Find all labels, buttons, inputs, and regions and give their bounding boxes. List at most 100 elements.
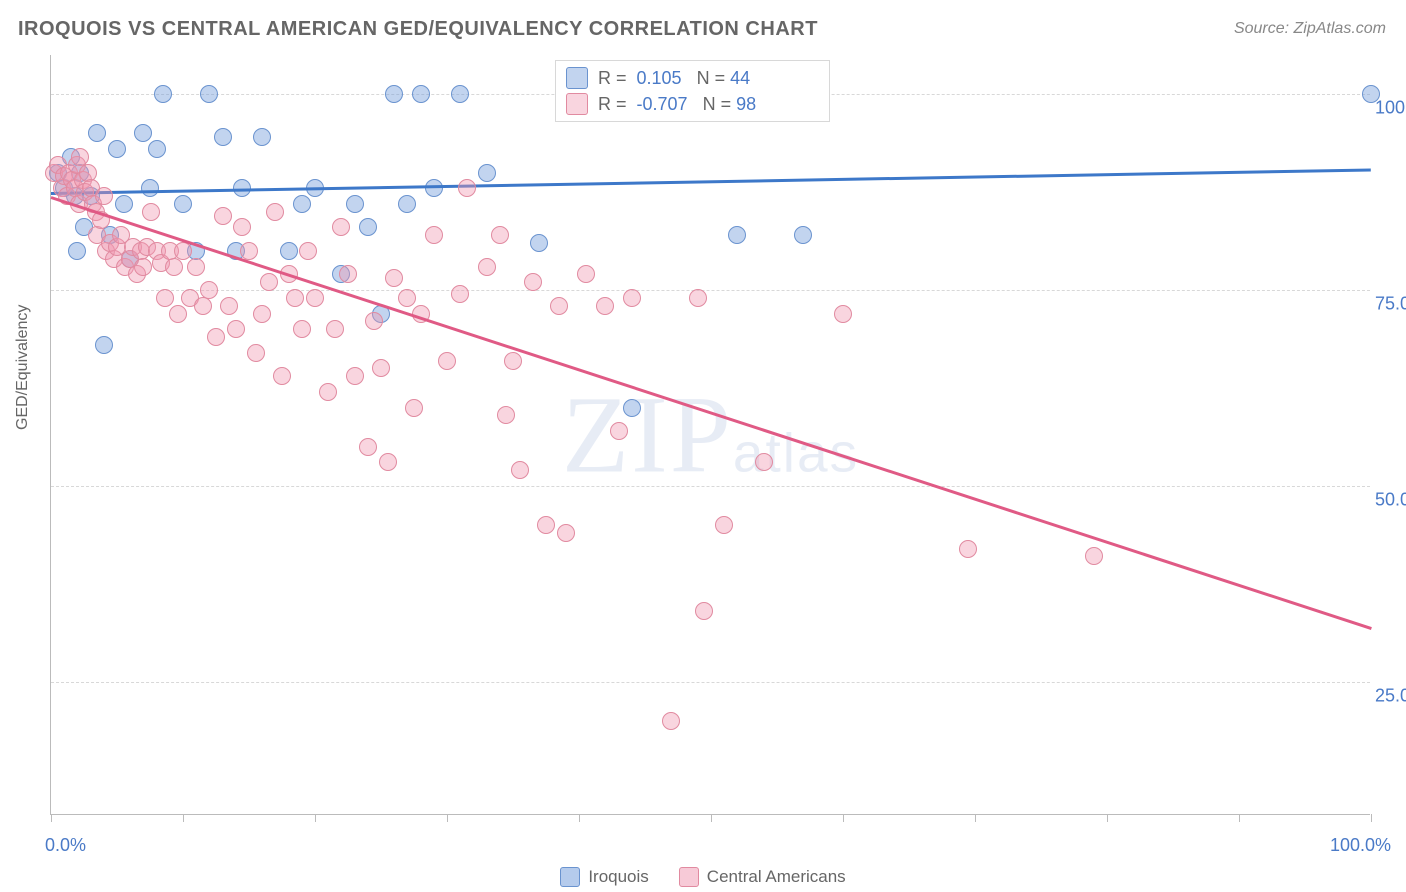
- data-point: [372, 359, 390, 377]
- legend-item: Central Americans: [679, 867, 846, 887]
- data-point: [95, 336, 113, 354]
- data-point: [260, 273, 278, 291]
- data-point: [695, 602, 713, 620]
- data-point: [346, 195, 364, 213]
- x-tick: [1239, 814, 1240, 822]
- data-point: [623, 399, 641, 417]
- data-point: [326, 320, 344, 338]
- x-tick: [579, 814, 580, 822]
- source-label: Source: ZipAtlas.com: [1234, 20, 1386, 38]
- data-point: [293, 320, 311, 338]
- legend-label: Iroquois: [588, 867, 648, 887]
- data-point: [511, 461, 529, 479]
- data-point: [339, 265, 357, 283]
- data-point: [299, 242, 317, 260]
- data-point: [537, 516, 555, 534]
- data-point: [596, 297, 614, 315]
- data-point: [458, 179, 476, 197]
- data-point: [662, 712, 680, 730]
- x-tick: [315, 814, 316, 822]
- data-point: [359, 218, 377, 236]
- x-tick: [843, 814, 844, 822]
- data-point: [280, 242, 298, 260]
- data-point: [530, 234, 548, 252]
- series-swatch: [566, 67, 588, 89]
- data-point: [293, 195, 311, 213]
- x-tick: [447, 814, 448, 822]
- data-point: [169, 305, 187, 323]
- y-axis-label: GED/Equivalency: [14, 305, 32, 430]
- data-point: [286, 289, 304, 307]
- data-point: [610, 422, 628, 440]
- stats-row: R = -0.707 N = 98: [566, 91, 819, 117]
- data-point: [233, 218, 251, 236]
- data-point: [451, 85, 469, 103]
- data-point: [438, 352, 456, 370]
- data-point: [524, 273, 542, 291]
- data-point: [165, 258, 183, 276]
- scatter-plot: ZIPatlas 25.0%50.0%75.0%100.0%: [50, 55, 1370, 815]
- gridline: [51, 290, 1370, 291]
- data-point: [332, 218, 350, 236]
- data-point: [134, 258, 152, 276]
- data-point: [425, 226, 443, 244]
- stats-text: R = -0.707 N = 98: [598, 94, 756, 115]
- data-point: [504, 352, 522, 370]
- data-point: [273, 367, 291, 385]
- x-tick-label-max: 100.0%: [1330, 835, 1391, 856]
- series-legend: Iroquois Central Americans: [0, 867, 1406, 887]
- data-point: [359, 438, 377, 456]
- data-point: [385, 85, 403, 103]
- data-point: [68, 242, 86, 260]
- data-point: [385, 269, 403, 287]
- data-point: [755, 453, 773, 471]
- data-point: [174, 242, 192, 260]
- x-tick: [1107, 814, 1108, 822]
- data-point: [134, 124, 152, 142]
- data-point: [497, 406, 515, 424]
- data-point: [398, 195, 416, 213]
- data-point: [478, 164, 496, 182]
- data-point: [200, 281, 218, 299]
- data-point: [451, 285, 469, 303]
- x-tick: [1371, 814, 1372, 822]
- data-point: [156, 289, 174, 307]
- data-point: [379, 453, 397, 471]
- gridline: [51, 682, 1370, 683]
- data-point: [88, 124, 106, 142]
- gridline: [51, 486, 1370, 487]
- data-point: [728, 226, 746, 244]
- data-point: [1085, 547, 1103, 565]
- stats-row: R = 0.105 N = 44: [566, 65, 819, 91]
- data-point: [405, 399, 423, 417]
- x-tick: [183, 814, 184, 822]
- data-point: [253, 128, 271, 146]
- data-point: [148, 140, 166, 158]
- data-point: [319, 383, 337, 401]
- y-tick-label: 75.0%: [1375, 294, 1406, 315]
- data-point: [491, 226, 509, 244]
- data-point: [266, 203, 284, 221]
- data-point: [220, 297, 238, 315]
- x-tick: [975, 814, 976, 822]
- watermark: ZIPatlas: [562, 371, 859, 498]
- data-point: [365, 312, 383, 330]
- data-point: [834, 305, 852, 323]
- chart-title: IROQUOIS VS CENTRAL AMERICAN GED/EQUIVAL…: [18, 18, 818, 41]
- legend-swatch: [560, 867, 580, 887]
- y-tick-label: 100.0%: [1375, 98, 1406, 119]
- legend-item: Iroquois: [560, 867, 648, 887]
- data-point: [689, 289, 707, 307]
- data-point: [108, 140, 126, 158]
- y-tick-label: 25.0%: [1375, 685, 1406, 706]
- stats-legend: R = 0.105 N = 44 R = -0.707 N = 98: [555, 60, 830, 122]
- legend-label: Central Americans: [707, 867, 846, 887]
- data-point: [154, 85, 172, 103]
- data-point: [253, 305, 271, 323]
- data-point: [715, 516, 733, 534]
- data-point: [115, 195, 133, 213]
- data-point: [306, 289, 324, 307]
- data-point: [200, 85, 218, 103]
- data-point: [187, 258, 205, 276]
- y-tick-label: 50.0%: [1375, 489, 1406, 510]
